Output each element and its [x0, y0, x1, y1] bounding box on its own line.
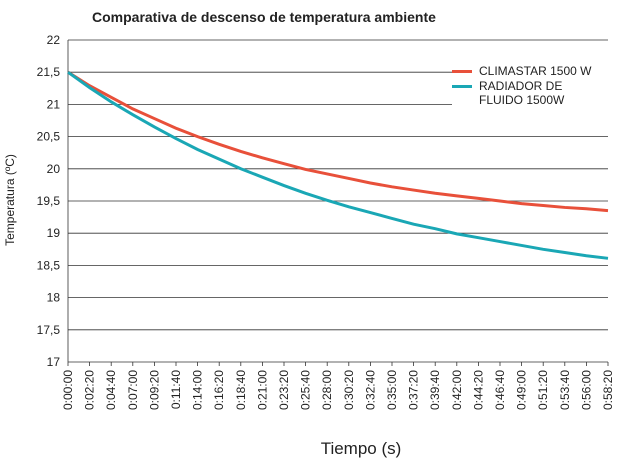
- x-tick-label: 0:30:20: [342, 370, 356, 410]
- x-tick-label: 0:42:00: [450, 370, 464, 410]
- line-series: [67, 70, 609, 213]
- x-tick-label: 0:58:20: [601, 370, 615, 410]
- y-tick-label: 17,5: [37, 323, 61, 337]
- x-tick-label: 0:11:40: [169, 370, 183, 409]
- x-tick-label: 0:51:20: [536, 370, 550, 410]
- x-tick-label: 0:37:20: [407, 370, 421, 410]
- y-tick-label: 19: [47, 226, 61, 240]
- x-tick-label: 0:32:40: [363, 370, 377, 410]
- x-tick-label: 0:02:20: [83, 370, 97, 410]
- x-tick-label: 0:18:40: [234, 370, 248, 410]
- x-tick-label: 0:21:00: [255, 370, 269, 410]
- x-tick-label: 0:23:20: [277, 370, 291, 410]
- y-tick-label: 20: [47, 162, 61, 176]
- y-tick-label: 21,5: [37, 65, 61, 79]
- x-tick-label: 0:07:00: [126, 370, 140, 410]
- x-tick-label: 0:56:00: [579, 370, 593, 410]
- x-tick-label: 0:04:40: [104, 370, 118, 410]
- legend-label: CLIMASTAR 1500 W: [479, 64, 592, 78]
- y-tick-label: 20,5: [37, 130, 61, 144]
- x-tick-label: 0:46:40: [493, 370, 507, 410]
- x-tick-label: 0:14:00: [191, 370, 205, 410]
- x-tick-label: 0:53:40: [558, 370, 572, 410]
- x-tick-label: 0:25:40: [299, 370, 313, 410]
- y-tick-label: 21: [47, 97, 61, 111]
- x-tick-label: 0:39:40: [428, 370, 442, 410]
- x-tick-label: 0:35:00: [385, 370, 399, 410]
- legend: CLIMASTAR 1500 W RADIADOR DE FLUIDO 1500W: [452, 64, 638, 108]
- y-tick-label: 17: [47, 355, 61, 369]
- line-series: [67, 70, 609, 260]
- x-tick-label: 0:16:20: [212, 370, 226, 410]
- legend-label: RADIADOR DE FLUIDO 1500W: [479, 79, 565, 107]
- legend-swatch: [452, 70, 472, 73]
- x-tick-label: 0:49:00: [515, 370, 529, 410]
- x-tick-label: 0:44:20: [471, 370, 485, 410]
- y-tick-label: 18: [47, 291, 61, 305]
- x-tick-label: 0:00:00: [61, 370, 75, 410]
- legend-item: RADIADOR DE FLUIDO 1500W: [452, 79, 638, 107]
- y-tick-label: 18,5: [37, 258, 61, 272]
- y-tick-label: 22: [47, 33, 61, 47]
- y-tick-label: 19,5: [37, 194, 61, 208]
- legend-swatch: [452, 85, 472, 88]
- y-axis-label: Temperatura (ºC): [3, 154, 17, 246]
- chart-title: Comparativa de descenso de temperatura a…: [92, 9, 436, 25]
- x-tick-label: 0:09:20: [147, 370, 161, 410]
- x-axis-label: Tiempo (s): [321, 439, 402, 458]
- x-tick-label: 0:28:00: [320, 370, 334, 410]
- legend-item: CLIMASTAR 1500 W: [452, 64, 638, 78]
